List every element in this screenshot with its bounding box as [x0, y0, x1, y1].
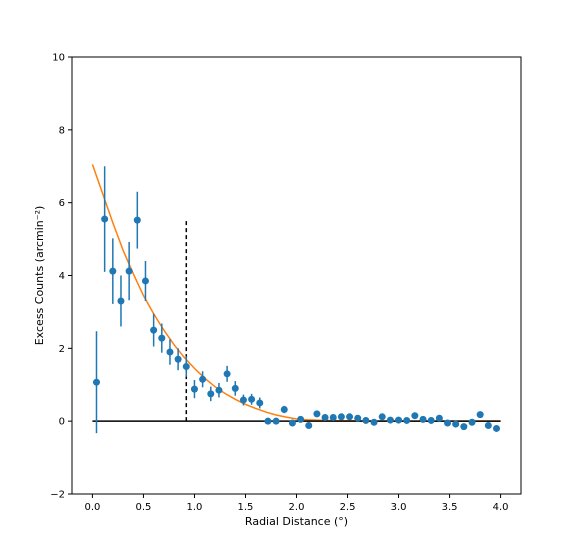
data-point [141, 277, 149, 285]
y-tick-label: −2 [50, 490, 65, 501]
data-point [395, 416, 403, 424]
x-tick-label: 2.0 [289, 502, 305, 513]
x-tick-label: 3.5 [442, 502, 458, 513]
x-tick-label: 2.5 [340, 502, 356, 513]
data-point [174, 355, 182, 363]
error-bars-layer [95, 166, 498, 434]
data-point [313, 410, 321, 418]
data-point [190, 385, 198, 393]
data-point [378, 413, 386, 421]
data-point [231, 384, 239, 392]
data-point [92, 378, 100, 386]
x-tick-label: 0.5 [135, 502, 151, 513]
data-point [370, 418, 378, 426]
data-point [411, 412, 419, 420]
data-point [223, 370, 231, 378]
data-point [297, 415, 305, 423]
data-point [329, 414, 337, 422]
data-point [150, 326, 158, 334]
data-point [125, 267, 133, 275]
y-tick-label: 4 [59, 271, 65, 282]
data-point [239, 396, 247, 404]
data-point [346, 413, 354, 421]
x-tick-label: 0.0 [84, 502, 100, 513]
y-tick-label: 8 [59, 125, 65, 136]
data-point [264, 417, 272, 425]
data-point [419, 415, 427, 423]
ticks-layer: 0.0 0.5 1.0 1.5 2.0 2.5 3.0 3.5 4.0 −2 0 2 4 6 8 10 [50, 53, 508, 514]
data-point [101, 215, 109, 223]
y-tick-label: 6 [59, 198, 65, 209]
data-point [117, 297, 125, 305]
data-point [199, 375, 207, 383]
x-tick-label: 1.0 [187, 502, 203, 513]
data-point [158, 334, 166, 342]
data-point [109, 267, 117, 275]
data-point [427, 416, 435, 424]
data-point [444, 419, 452, 427]
data-point [403, 416, 411, 424]
y-axis-label: Excess Counts (arcmin⁻²) [33, 206, 46, 346]
y-tick-label: 10 [52, 53, 65, 64]
data-point [305, 422, 313, 430]
x-tick-label: 1.5 [238, 502, 254, 513]
data-point [484, 422, 492, 430]
data-point [435, 414, 443, 422]
data-point [166, 348, 174, 356]
data-point [280, 406, 288, 414]
data-point [256, 399, 264, 407]
data-point [288, 419, 296, 427]
data-point [248, 395, 256, 403]
data-point [215, 386, 223, 394]
data-point [468, 418, 476, 426]
plot-lines-layer [91, 164, 501, 422]
data-point [386, 416, 394, 424]
data-point [337, 413, 345, 421]
data-points-layer [92, 215, 501, 432]
y-tick-label: 2 [59, 344, 65, 355]
data-point [362, 416, 370, 424]
data-point [207, 390, 215, 398]
data-point [460, 423, 468, 431]
axes-frame [71, 56, 522, 495]
data-point [476, 411, 484, 419]
x-tick-label: 4.0 [493, 502, 509, 513]
x-axis-label: Radial Distance (°) [245, 515, 348, 528]
data-point [272, 417, 280, 425]
y-tick-label: 0 [59, 417, 65, 428]
data-point [133, 216, 141, 224]
x-tick-label: 3.0 [391, 502, 407, 513]
data-point [493, 424, 501, 432]
data-point [321, 414, 329, 422]
data-point [182, 363, 190, 371]
fit-curve [91, 164, 501, 422]
data-point [354, 414, 362, 422]
data-point [452, 420, 460, 428]
